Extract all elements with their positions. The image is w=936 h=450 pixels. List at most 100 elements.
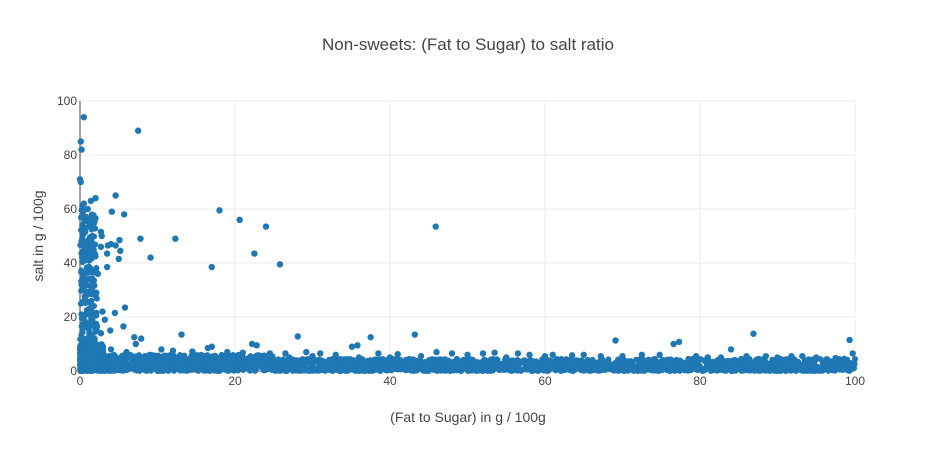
data-point: [132, 340, 139, 348]
data-point: [77, 138, 84, 145]
data-point: [193, 352, 200, 360]
data-point: [609, 362, 616, 369]
data-point: [832, 354, 839, 362]
data-point: [103, 263, 111, 271]
data-point: [426, 359, 433, 366]
data-point: [637, 367, 644, 374]
data-point: [580, 351, 587, 358]
data-point: [751, 358, 758, 365]
data-point: [103, 250, 111, 257]
data-point: [619, 360, 626, 367]
data-point: [629, 358, 636, 365]
data-point: [147, 254, 154, 261]
data-point: [141, 364, 148, 371]
data-point: [799, 352, 806, 360]
data-point: [87, 365, 94, 372]
data-point: [79, 328, 86, 336]
data-point: [479, 350, 487, 357]
data-point: [503, 354, 510, 361]
data-point: [380, 363, 387, 370]
data-point: [737, 358, 744, 365]
data-point: [493, 359, 500, 366]
data-point: [789, 365, 796, 372]
data-point: [381, 357, 388, 364]
y-tick-label: 100: [57, 94, 77, 108]
data-point: [155, 361, 162, 368]
data-point: [439, 361, 446, 368]
data-point: [79, 298, 86, 306]
data-point: [746, 365, 753, 372]
data-point: [420, 363, 427, 370]
chart-title: Non-sweets: (Fat to Sugar) to salt ratio: [322, 35, 614, 54]
data-point: [216, 207, 223, 214]
data-point: [396, 360, 403, 367]
data-point: [93, 363, 100, 370]
data-point: [488, 356, 495, 363]
data-point: [433, 361, 440, 368]
data-point: [663, 363, 670, 370]
data-point: [286, 354, 293, 361]
data-point: [86, 257, 93, 264]
data-point: [326, 356, 333, 363]
data-point: [115, 255, 122, 263]
data-point: [101, 316, 109, 323]
data-point: [80, 114, 88, 121]
data-point: [337, 366, 344, 373]
data-point: [614, 366, 621, 373]
x-tick-label: 20: [228, 374, 242, 388]
data-point: [679, 359, 686, 366]
data-point: [87, 311, 95, 318]
data-point: [453, 356, 460, 363]
data-point: [694, 362, 701, 369]
data-point: [88, 226, 95, 233]
data-point: [771, 367, 778, 374]
data-point: [804, 367, 811, 374]
data-point: [597, 352, 604, 360]
data-point: [501, 365, 508, 372]
data-point: [97, 243, 105, 250]
data-point: [638, 351, 646, 358]
data-point: [762, 352, 770, 360]
data-point: [407, 357, 414, 364]
data-point: [589, 360, 596, 367]
data-point: [411, 331, 418, 338]
data-point: [208, 263, 215, 271]
data-point: [782, 367, 789, 374]
data-point: [819, 359, 826, 366]
data-point: [228, 362, 235, 369]
data-point: [128, 361, 135, 368]
data-point: [624, 367, 631, 374]
data-point: [80, 343, 87, 350]
data-point: [317, 362, 324, 369]
data-point: [316, 356, 323, 363]
data-point: [767, 367, 774, 374]
data-point: [87, 197, 95, 205]
data-point: [561, 367, 568, 374]
data-point: [830, 365, 837, 372]
x-tick-label: 60: [538, 374, 552, 388]
data-point: [348, 343, 356, 350]
data-point: [825, 367, 832, 374]
data-point: [220, 352, 227, 360]
data-point: [121, 361, 128, 368]
data-point: [83, 307, 91, 314]
data-point: [726, 362, 733, 369]
data-point: [104, 242, 112, 249]
data-point: [172, 235, 179, 242]
data-point: [181, 355, 188, 362]
data-point: [520, 357, 527, 364]
data-point: [355, 354, 363, 361]
data-point: [487, 366, 494, 373]
data-point: [99, 308, 106, 315]
data-point: [180, 364, 187, 371]
data-point: [717, 354, 725, 361]
data-point: [86, 332, 93, 339]
data-point: [200, 365, 207, 372]
data-point: [262, 223, 270, 230]
data-point: [754, 363, 761, 370]
data-point: [238, 363, 245, 370]
data-point: [177, 352, 184, 359]
data-point: [526, 351, 533, 358]
data-point: [107, 346, 115, 353]
